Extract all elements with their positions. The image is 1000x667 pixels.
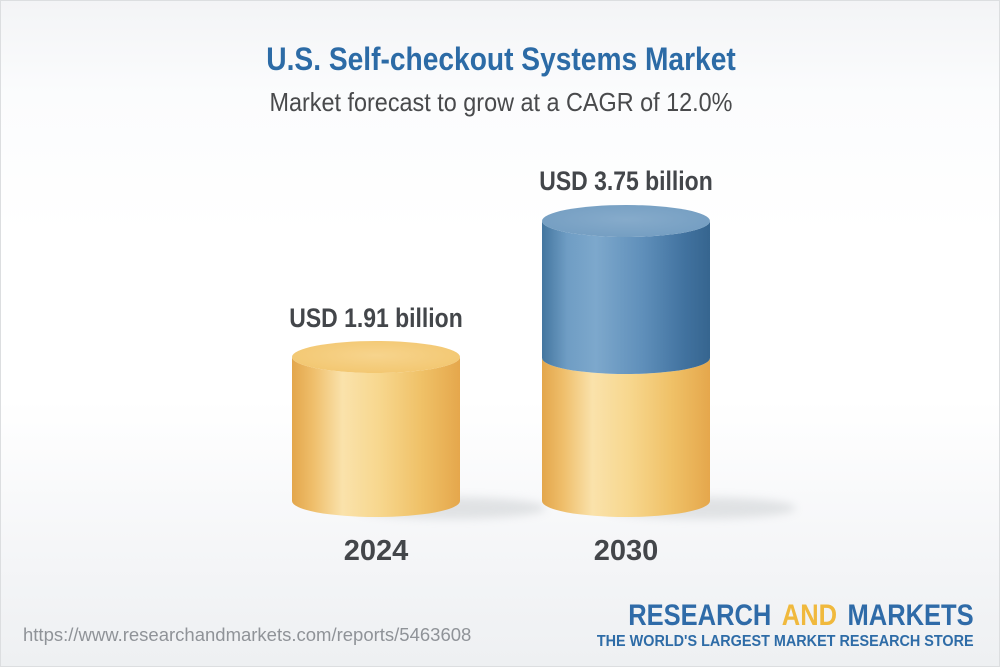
category-label-2030: 2030	[593, 535, 659, 567]
bar-2030-yellow-segment	[542, 358, 710, 517]
logo-word-and: AND	[782, 599, 838, 632]
page-subtitle: Market forecast to grow at a CAGR of 12.…	[269, 87, 733, 117]
logo-word-research: RESEARCH	[628, 599, 772, 632]
bar-2030-blue-segment	[542, 221, 710, 374]
category-label-2024: 2024	[343, 535, 409, 567]
logo-wordmark: RESEARCH AND MARKETS	[618, 599, 974, 632]
page-title: U.S. Self-checkout Systems Market	[266, 41, 736, 77]
research-and-markets-logo: RESEARCH AND MARKETS THE WORLD'S LARGEST…	[555, 599, 974, 651]
logo-tagline: THE WORLD'S LARGEST MARKET RESEARCH STOR…	[597, 633, 974, 650]
bar-2030-top	[542, 205, 710, 237]
bar-2024-body	[292, 357, 460, 517]
logo-word-markets: MARKETS	[847, 599, 974, 632]
report-url: https://www.researchandmarkets.com/repor…	[23, 624, 472, 645]
bar-2024-top	[292, 341, 460, 373]
value-label-2024: USD 1.91 billion	[289, 303, 463, 333]
value-label-2030: USD 3.75 billion	[539, 166, 713, 196]
